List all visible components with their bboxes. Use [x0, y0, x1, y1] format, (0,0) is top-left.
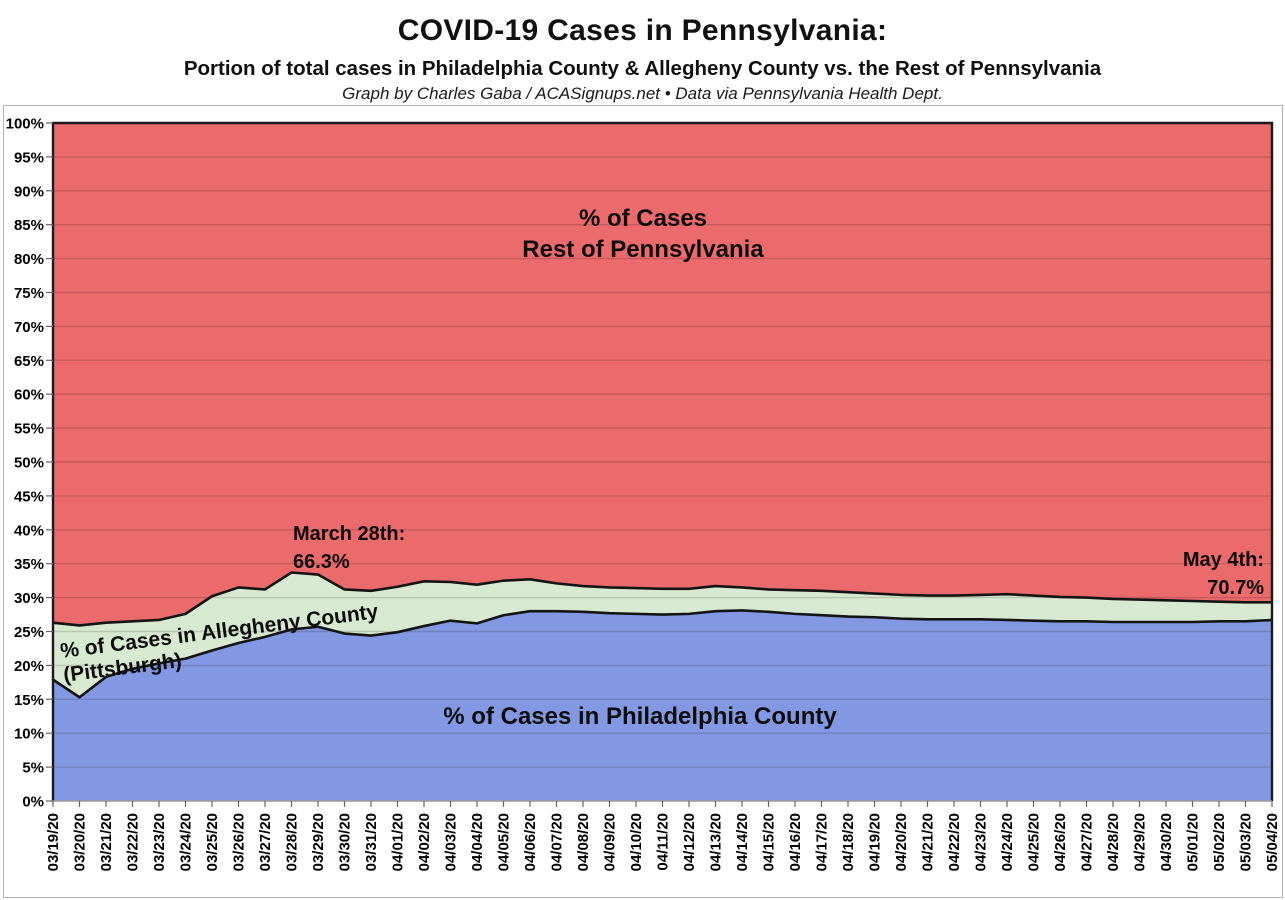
x-axis-label: 04/21/20: [920, 813, 937, 871]
chart-subtitle: Portion of total cases in Philadelphia C…: [183, 57, 1102, 80]
philadelphia-boundary-line: [52, 609, 1273, 699]
chart-title: COVID-19 Cases in Pennsylvania:: [397, 14, 888, 47]
x-axis-label: 04/25/20: [1026, 813, 1043, 871]
y-axis-label: 5%: [22, 760, 44, 777]
y-axis-label: 60%: [14, 387, 44, 404]
x-axis-label: 04/22/20: [946, 813, 963, 871]
y-axis-label: 85%: [14, 217, 44, 234]
x-axis-label: 03/23/20: [151, 813, 168, 871]
x-axis-label: 04/16/20: [787, 813, 804, 871]
y-axis-label: 75%: [14, 285, 44, 302]
y-axis-label: 80%: [14, 251, 44, 268]
x-axis-label: 05/02/20: [1211, 813, 1228, 871]
x-axis-label: 04/19/20: [867, 813, 884, 871]
philadelphia-county-area: [53, 610, 1272, 801]
y-axis-label: 50%: [14, 455, 44, 472]
allegheny-boundary-line: [52, 571, 1272, 627]
x-axis-label: 03/19/20: [45, 813, 62, 871]
x-axis-label: 03/29/20: [310, 813, 327, 871]
x-axis-label: 03/21/20: [98, 813, 115, 871]
x-axis-label: 04/02/20: [416, 813, 433, 871]
annotation-march-28: March 28th: 66.3%: [293, 520, 405, 576]
chart-attribution: Graph by Charles Gaba / ACASignups.net •…: [342, 84, 943, 103]
x-axis-label: 04/17/20: [814, 813, 831, 871]
x-axis-label: 03/24/20: [178, 813, 195, 871]
x-axis-label: 04/01/20: [390, 813, 407, 871]
y-axis-label: 65%: [14, 353, 44, 370]
x-axis-label: 04/06/20: [522, 813, 539, 871]
area-label-rest-line2: Rest of Pennsylvania: [522, 236, 764, 263]
x-axis-label: 04/26/20: [1052, 813, 1069, 871]
x-axis-label: 04/23/20: [973, 813, 990, 871]
x-axis-label: 04/30/20: [1158, 813, 1175, 871]
x-axis-label: 04/29/20: [1132, 813, 1149, 871]
annotation-march-28-value: 66.3%: [293, 551, 350, 573]
x-axis-label: 04/10/20: [628, 813, 645, 871]
x-axis-label: 04/27/20: [1079, 813, 1096, 871]
x-axis-label: 04/28/20: [1105, 813, 1122, 871]
x-axis-label: 04/03/20: [443, 813, 460, 871]
x-axis-label: 03/20/20: [72, 813, 89, 871]
annotation-march-28-date: March 28th:: [293, 523, 406, 545]
x-axis-label: 04/07/20: [549, 813, 566, 871]
y-axis-label: 70%: [14, 319, 44, 336]
area-label-philadelphia-county: % of Cases in Philadelphia County: [443, 703, 837, 730]
x-axis-label: 03/31/20: [363, 813, 380, 871]
area-label-rest-of-pennsylvania: % of Cases Rest of Pennsylvania: [443, 203, 843, 265]
x-axis-label: 04/09/20: [602, 813, 619, 871]
x-axis-label: 05/01/20: [1185, 813, 1202, 871]
x-axis-label: 04/24/20: [999, 813, 1016, 871]
y-axis-label: 0%: [22, 794, 44, 811]
x-axis-label: 03/27/20: [257, 813, 274, 871]
y-axis-label: 35%: [14, 556, 44, 573]
x-axis-label: 03/25/20: [204, 813, 221, 871]
x-axis-label: 04/05/20: [496, 813, 513, 871]
y-axis-label: 15%: [14, 692, 44, 709]
x-axis-label: 04/18/20: [840, 813, 857, 871]
x-axis-label: 05/03/20: [1238, 813, 1255, 871]
x-axis-label: 03/30/20: [337, 813, 354, 871]
x-axis-label: 04/04/20: [469, 813, 486, 871]
y-axis-label: 90%: [14, 183, 44, 200]
y-axis-label: 95%: [14, 149, 44, 166]
y-axis-label: 100%: [6, 116, 44, 133]
x-axis-label: 03/22/20: [125, 813, 142, 871]
y-axis-label: 55%: [14, 421, 44, 438]
x-axis-label: 03/28/20: [284, 813, 301, 871]
y-axis-label: 40%: [14, 522, 44, 539]
annotation-may-4-date: May 4th:: [1182, 549, 1264, 571]
annotation-may-4: May 4th: 70.7%: [1183, 546, 1264, 602]
x-axis-label: 05/04/20: [1264, 813, 1281, 871]
x-axis-label: 04/14/20: [734, 813, 751, 871]
y-axis-label: 25%: [14, 624, 44, 641]
x-axis-label: 04/11/20: [655, 813, 672, 871]
x-axis-label: 04/13/20: [708, 813, 725, 871]
y-axis-label: 20%: [14, 658, 44, 675]
x-axis-label: 04/08/20: [575, 813, 592, 871]
y-axis-label: 10%: [14, 726, 44, 743]
x-axis-label: 04/20/20: [893, 813, 910, 871]
annotation-may-4-value: 70.7%: [1207, 577, 1264, 599]
area-label-rest-line1: % of Cases: [578, 205, 708, 232]
x-axis-label: 04/15/20: [761, 813, 778, 871]
x-axis-label: 03/26/20: [231, 813, 248, 871]
x-axis-label: 04/12/20: [681, 813, 698, 871]
y-axis-label: 30%: [14, 590, 44, 607]
y-axis-label: 45%: [14, 488, 44, 505]
